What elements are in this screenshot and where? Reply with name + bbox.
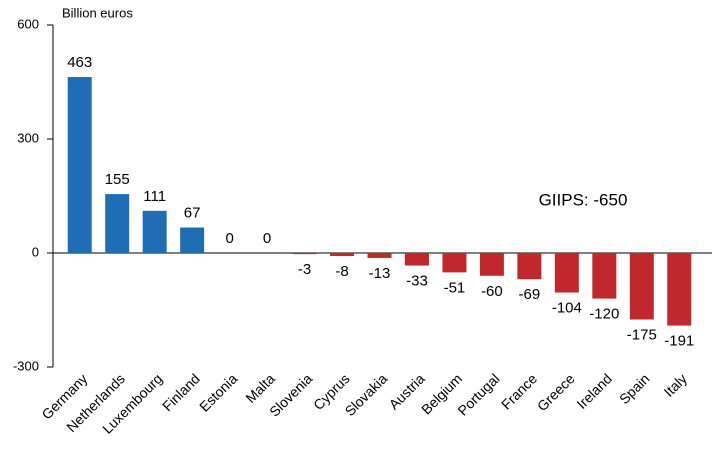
bar	[367, 253, 392, 258]
data-label: -120	[589, 306, 619, 323]
bar	[592, 253, 617, 299]
data-label: 67	[184, 205, 201, 222]
data-label: -191	[664, 333, 694, 350]
x-tick-label: Slovakia	[342, 370, 391, 419]
data-label: -8	[335, 263, 348, 280]
bar	[180, 227, 205, 253]
data-label: -175	[627, 326, 657, 343]
y-tick-label: 300	[17, 130, 39, 145]
data-label: -104	[552, 299, 582, 316]
x-tick-label: France	[498, 370, 540, 412]
bar	[554, 253, 579, 293]
bar	[442, 253, 467, 273]
y-tick-label: 600	[17, 16, 39, 31]
x-tick-label: Estonia	[196, 370, 240, 414]
x-tick-label: Finland	[159, 370, 203, 414]
bar	[67, 77, 92, 253]
data-label: -60	[481, 283, 503, 300]
bar	[330, 253, 355, 257]
annotation: GIIPS: -650	[539, 190, 628, 209]
bar	[142, 210, 167, 253]
x-tick-label: Spain	[616, 370, 653, 407]
data-label: -13	[369, 265, 391, 282]
x-tick-label: Portugal	[454, 370, 502, 418]
data-label: 463	[67, 54, 92, 71]
data-label: -33	[406, 273, 428, 290]
y-tick-label: -300	[13, 358, 39, 373]
bar	[105, 194, 130, 253]
bar	[479, 253, 504, 276]
x-tick-label: Greece	[534, 370, 578, 414]
x-tick-label: Ireland	[573, 370, 615, 412]
data-label: 111	[143, 188, 166, 205]
bar	[292, 253, 317, 255]
bar	[517, 253, 542, 280]
data-label: -69	[519, 286, 541, 303]
bar	[404, 253, 429, 266]
y-tick-label: 0	[32, 244, 39, 259]
bar	[629, 253, 654, 320]
bar	[667, 253, 692, 326]
data-label: 155	[105, 171, 130, 188]
y-axis-label: Billion euros	[62, 5, 133, 20]
x-tick-label: Italy	[661, 370, 690, 399]
data-label: 0	[263, 230, 271, 247]
data-label: -3	[298, 261, 311, 278]
data-label: -51	[444, 279, 466, 296]
data-label: 0	[225, 230, 233, 247]
